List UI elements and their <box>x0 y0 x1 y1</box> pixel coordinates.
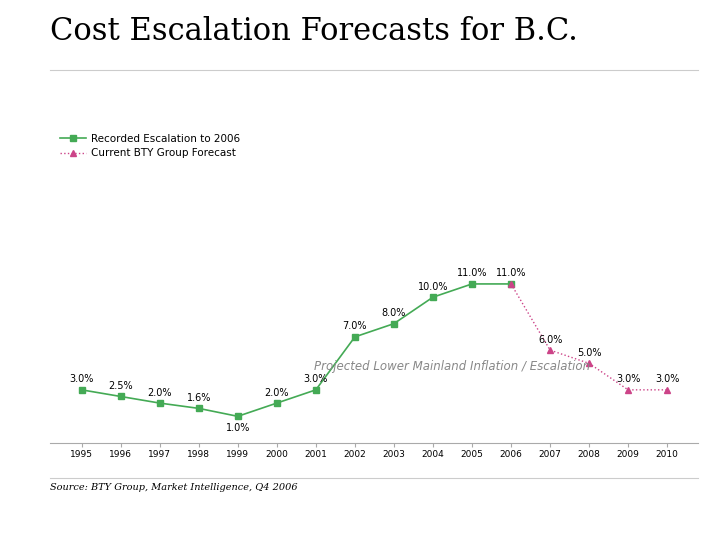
Text: 6.0%: 6.0% <box>538 335 562 345</box>
Text: 3.0%: 3.0% <box>69 374 94 384</box>
Text: 3.0%: 3.0% <box>655 374 680 384</box>
Text: 3.0%: 3.0% <box>616 374 640 384</box>
Text: 3.0%: 3.0% <box>304 374 328 384</box>
Text: 2.0%: 2.0% <box>264 388 289 397</box>
Text: 1.6%: 1.6% <box>186 393 211 403</box>
Text: 10.0%: 10.0% <box>418 282 449 292</box>
Text: 7.0%: 7.0% <box>343 321 367 332</box>
Text: Projected Lower Mainland Inflation / Escalation: Projected Lower Mainland Inflation / Esc… <box>315 360 590 373</box>
Text: Cost Escalation Forecasts for B.C.: Cost Escalation Forecasts for B.C. <box>50 16 578 47</box>
Text: Source: BTY Group, Market Intelligence, Q4 2006: Source: BTY Group, Market Intelligence, … <box>50 483 298 492</box>
Text: 5.0%: 5.0% <box>577 348 601 358</box>
Text: 2.5%: 2.5% <box>108 381 133 391</box>
Text: 8.0%: 8.0% <box>382 308 406 318</box>
Text: 11.0%: 11.0% <box>496 268 526 279</box>
Legend: Recorded Escalation to 2006, Current BTY Group Forecast: Recorded Escalation to 2006, Current BTY… <box>55 130 244 163</box>
Text: 2.0%: 2.0% <box>148 388 172 397</box>
Text: 11.0%: 11.0% <box>456 268 487 279</box>
Text: 1.0%: 1.0% <box>225 423 250 433</box>
